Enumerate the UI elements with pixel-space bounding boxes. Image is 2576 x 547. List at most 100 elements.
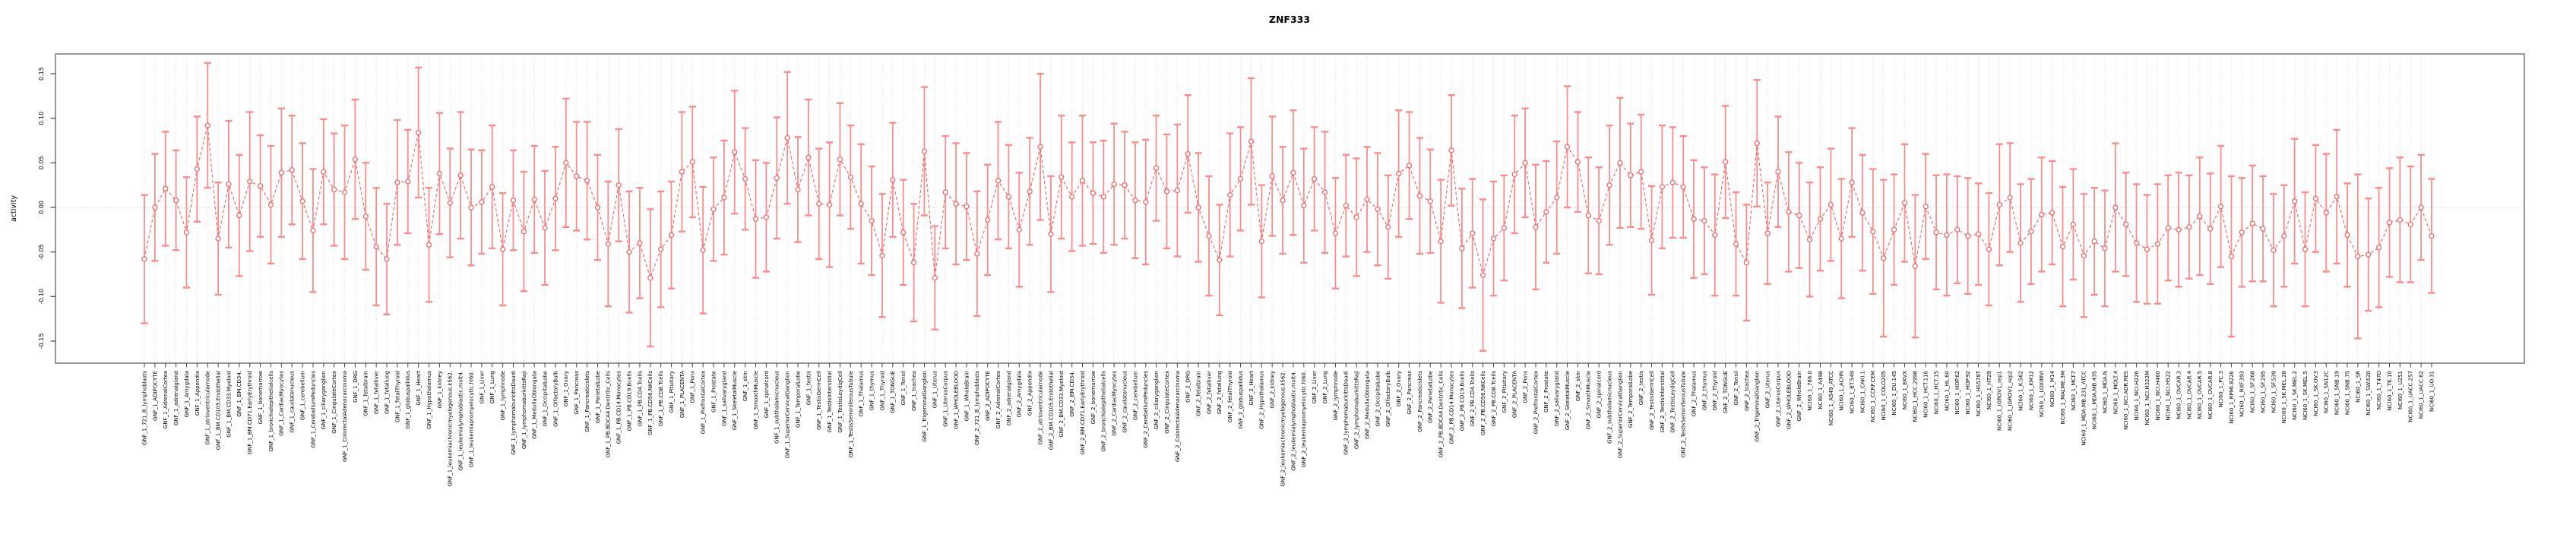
data-point — [426, 242, 432, 248]
data-point — [1596, 217, 1602, 224]
x-tick-label: NCI60_1_MALME.3M — [2060, 371, 2066, 424]
x-tick-label: GNF_1_Ovary — [563, 371, 569, 406]
data-point — [352, 157, 359, 163]
x-tick-label: GNF_1_leukemiapromyelocytic.hl60. — [468, 371, 474, 467]
x-tick-label: NCI60_1_NCI.H460 — [2155, 371, 2161, 421]
x-tick-label: NCI60_1_BT.549 — [1849, 371, 1855, 413]
x-tick-label: NCI60_1_SNB.19 — [2334, 371, 2340, 415]
data-point — [163, 185, 169, 192]
x-tick-label: GNF_1_SkeletalMuscle — [732, 371, 738, 430]
data-point — [2249, 220, 2255, 226]
x-tick-label: NCI60_1_RXF.393 — [2239, 371, 2245, 417]
x-tick-label: GNF_1_TONGUE — [890, 371, 896, 413]
x-tick-label: GNF_1_CerebellumPeduncles — [310, 371, 316, 448]
data-point — [626, 248, 632, 255]
data-point — [1321, 189, 1328, 195]
data-point — [362, 213, 369, 220]
x-tick-label: GNF_1_Liver — [479, 371, 485, 403]
data-point — [2407, 221, 2413, 227]
data-point — [1996, 201, 2002, 208]
y-tick-label: -0.05 — [38, 244, 45, 260]
data-point — [341, 189, 348, 195]
x-tick-label: GNF_2_lymphomaburkittsRaji — [1354, 371, 1360, 449]
x-tick-label: GNF_1_Uterus — [932, 371, 938, 409]
data-point — [1016, 226, 1022, 232]
data-point — [1912, 263, 1918, 270]
x-tick-label: NCI60_1_MCF7 — [2071, 371, 2077, 410]
data-point — [985, 217, 991, 223]
data-point — [1511, 171, 1517, 178]
data-point — [321, 169, 327, 175]
x-tick-label: GNF_2_OlfactoryBulb — [1385, 370, 1391, 426]
x-tick-label: GNF_2_MedullaOblongata — [1364, 371, 1370, 439]
data-point — [953, 201, 959, 207]
data-point — [1143, 199, 1149, 205]
x-tick-label: GNF_1_UterusCorpus — [943, 371, 949, 427]
x-tick-label: GNF_1_CingulateCortex — [331, 371, 337, 434]
x-tick-label: GNF_2_Ovary — [1396, 371, 1402, 406]
x-tick-label: GNF_2_PB.CD14.Monocytes — [1448, 371, 1454, 444]
data-point — [2039, 211, 2045, 218]
x-tick-label: GNF_1_bronchialepithelialcells — [268, 371, 274, 452]
data-point — [384, 256, 390, 262]
x-tick-label: GNF_1_fetalbrain — [363, 371, 369, 416]
data-point — [1628, 172, 1634, 179]
data-point — [2239, 229, 2245, 236]
x-tick-label: GNF_2_TestisInterstitial — [1660, 371, 1666, 432]
data-point — [2375, 245, 2382, 251]
x-tick-label: NCI60_1_HCC.2998 — [1913, 371, 1919, 422]
data-point — [310, 227, 316, 234]
x-tick-label: GNF_1_Amygdala — [184, 371, 190, 417]
data-point — [1533, 224, 1539, 230]
data-point — [689, 159, 695, 165]
data-point — [1301, 203, 1307, 209]
x-tick-label: NCI60_1_SR — [2355, 371, 2361, 403]
x-tick-label: GNF_1_WholeBrain — [964, 371, 970, 421]
data-point — [1923, 204, 1929, 210]
x-tick-label: GNF_2_skin — [1575, 371, 1581, 401]
x-tick-label: NCI60_1_HCT.15 — [1933, 371, 1939, 414]
x-tick-label: GNF_1_OlfactoryBulb — [552, 370, 559, 426]
x-axis-tick-labels: GNF_1_721_B_lymphoblasts GNF_1_ADIPOCYTE G… — [141, 370, 2435, 486]
x-tick-label: GNF_2_PLACENTA — [1512, 371, 1518, 418]
data-point — [2366, 251, 2372, 258]
y-axis-ticks — [50, 73, 55, 342]
x-tick-label: NCI60_1_U251 — [2397, 371, 2404, 409]
data-point — [2186, 224, 2192, 230]
x-tick-label: NCI60_1_IGROV1_rep2 — [2008, 371, 2014, 431]
x-tick-label: NCI60_1_UACC.257 — [2408, 371, 2414, 422]
data-point — [499, 246, 506, 252]
x-tick-label: NCI60_1_OVCAR.4 — [2186, 370, 2192, 419]
x-tick-label: GNF_2_TestisLeydigCell — [1670, 371, 1676, 433]
x-tick-label: GNF_2_Pituitary — [1502, 371, 1508, 413]
data-point — [510, 197, 517, 204]
x-tick-label: NCI60_1_CAKI.1 — [1859, 371, 1866, 413]
x-tick-label: GNF_2_Pancreaticislets — [1417, 371, 1423, 432]
data-point — [2429, 232, 2435, 239]
x-tick-label: GNF_2_CerebellumPeduncles — [1143, 371, 1149, 448]
data-point — [1153, 165, 1160, 172]
x-tick-label: GNF_2_UterusCorpus — [1775, 371, 1781, 427]
x-tick-label: GNF_2_TestisSeminiferousTubule — [1681, 371, 1687, 457]
x-tick-label: GNF_2_TONGUE — [1723, 371, 1729, 413]
y-axis-tick-labels: 0.15 0.10 0.05 0.00 -0.05 -0.10 -0.15 — [38, 67, 45, 349]
x-tick-label: NCI60_1_DU.145 — [1891, 371, 1897, 416]
x-tick-label: GNF_2_atrioventricularnode — [1037, 371, 1043, 444]
x-axis-ticks — [144, 363, 2432, 368]
data-point — [1416, 193, 1423, 199]
data-point — [847, 174, 854, 180]
data-point — [594, 204, 601, 210]
data-point — [784, 134, 790, 141]
x-tick-label: NCI60_1_SK.MEL.2 — [2292, 371, 2298, 420]
data-points — [141, 122, 2435, 281]
x-tick-label: GNF_1_ColorectalAdenocarcinoma — [342, 371, 348, 462]
x-tick-label: NCI60_1_SN12C — [2324, 371, 2330, 413]
x-tick-label: GNF_1_Heart — [416, 371, 422, 406]
x-tick-label: NCI60_1_T47D — [2376, 371, 2382, 409]
data-point — [1933, 229, 1939, 236]
x-tick-label: GNF_1_PB.CD19.Bcells — [626, 371, 632, 432]
data-point — [1669, 179, 1676, 185]
data-point — [574, 173, 580, 179]
x-tick-label: GNF_1_TrigeminalGanglion — [922, 371, 928, 442]
